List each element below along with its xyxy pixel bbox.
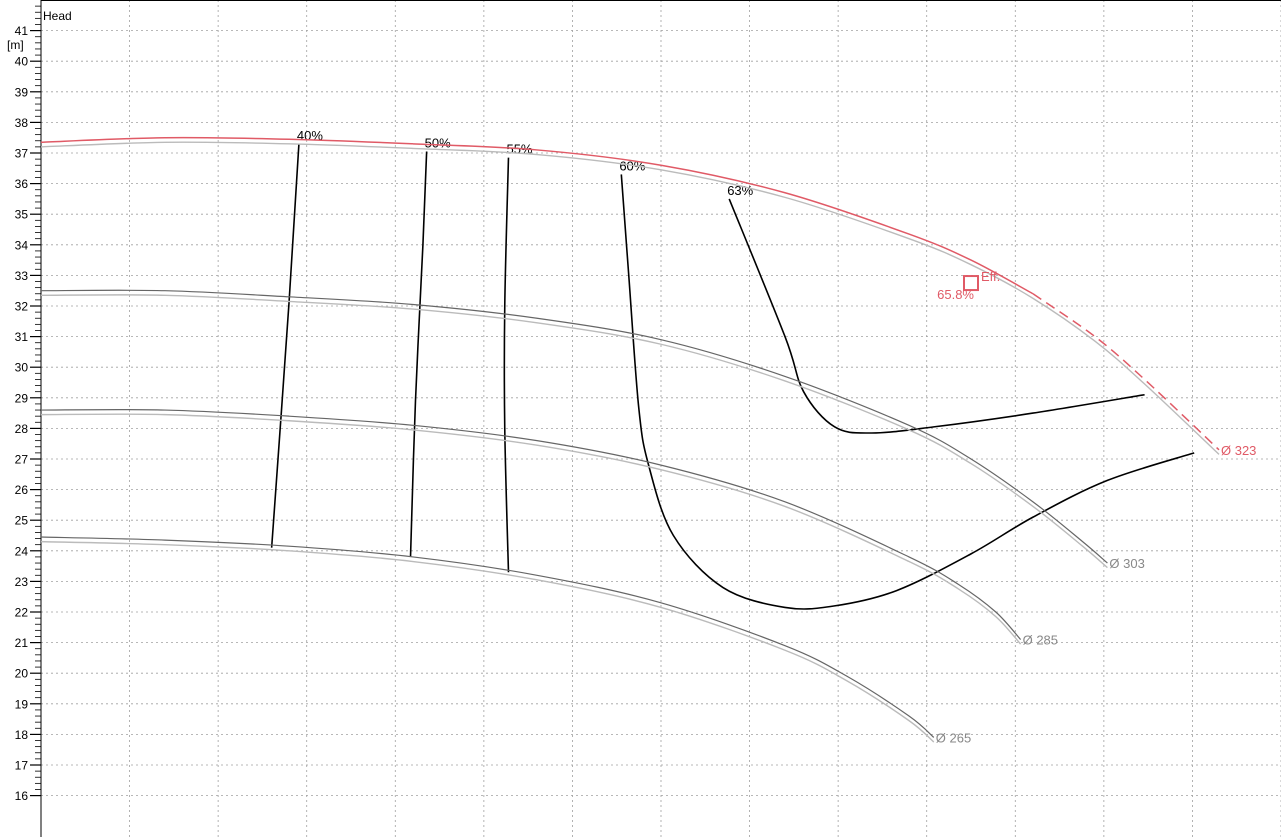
curve-shadow-line xyxy=(40,413,1022,645)
y-tick-label: 17 xyxy=(15,759,29,773)
y-tick-label: 26 xyxy=(15,483,29,497)
y-tick-label: 22 xyxy=(15,606,29,620)
efficiency-contours: 40%50% 55%60%63% xyxy=(270,128,1195,610)
curve-line xyxy=(40,136,1034,295)
curve-line xyxy=(40,408,1022,640)
annotations: Eff. 65.8% xyxy=(937,269,1000,302)
curve-shadow-line xyxy=(40,540,935,743)
y-tick-label: 30 xyxy=(15,361,29,375)
eff-marker-value: 65.8% xyxy=(937,287,974,302)
y-tick-label: 35 xyxy=(15,208,29,222)
curve-diameter-label: Ø 323 xyxy=(1221,443,1256,458)
y-tick-label: 31 xyxy=(15,330,29,344)
efficiency-contour-line xyxy=(409,151,428,557)
y-tick-label: 23 xyxy=(15,575,29,589)
y-tick-label: 27 xyxy=(15,453,29,467)
curve-diameter-label: Ø 303 xyxy=(1109,556,1144,571)
y-tick-label: 38 xyxy=(15,116,29,130)
y-tick-label: 16 xyxy=(15,789,29,803)
y-tick-label: 32 xyxy=(15,300,29,314)
y-tick-label: 18 xyxy=(15,728,29,742)
y-tick-label: 24 xyxy=(15,544,29,558)
efficiency-contour-line xyxy=(728,198,1145,434)
efficiency-contour-label: 63% xyxy=(727,183,753,198)
curve-line xyxy=(40,289,1108,564)
y-tick-label: 37 xyxy=(15,147,29,161)
y-tick-label: 39 xyxy=(15,85,29,99)
y-tick-label: 29 xyxy=(15,391,29,405)
impeller-curves: Ø 323 Ø 303 Ø 285 Ø 265 xyxy=(40,136,1256,745)
efficiency-contour-line xyxy=(270,143,300,548)
chart-title: Head xyxy=(43,9,72,23)
y-axis: 16 17 18 19 20 21 22 23 24 25 26 27 28 29 30 31 32 33 34 35… xyxy=(15,0,1281,837)
y-tick-label: 36 xyxy=(15,177,29,191)
curve-line xyxy=(40,536,935,738)
curve-shadow-line xyxy=(40,294,1108,569)
efficiency-contour-line xyxy=(620,174,1195,610)
y-tick-label: 28 xyxy=(15,422,29,436)
y-tick-label: 19 xyxy=(15,697,29,711)
efficiency-contour-label: 50% xyxy=(425,135,451,150)
y-tick-label: 20 xyxy=(15,667,29,681)
curve-line-extension xyxy=(1032,293,1220,451)
y-tick-label: 33 xyxy=(15,269,29,283)
y-tick-label: 25 xyxy=(15,514,29,528)
grid xyxy=(41,0,1281,837)
y-axis-unit-label: [m] xyxy=(7,38,24,52)
curve-shadow-line xyxy=(40,141,1220,455)
eff-marker-square xyxy=(963,275,979,292)
y-tick-label: 34 xyxy=(15,238,29,252)
eff-marker-label: Eff. xyxy=(981,269,1000,284)
y-tick-label: 41 xyxy=(15,24,29,38)
y-tick-label: 40 xyxy=(15,55,29,69)
curve-diameter-label: Ø 265 xyxy=(936,730,971,745)
efficiency-contour-line xyxy=(503,157,510,573)
y-tick-label: 21 xyxy=(15,636,29,650)
curve-diameter-label: Ø 285 xyxy=(1023,633,1058,648)
